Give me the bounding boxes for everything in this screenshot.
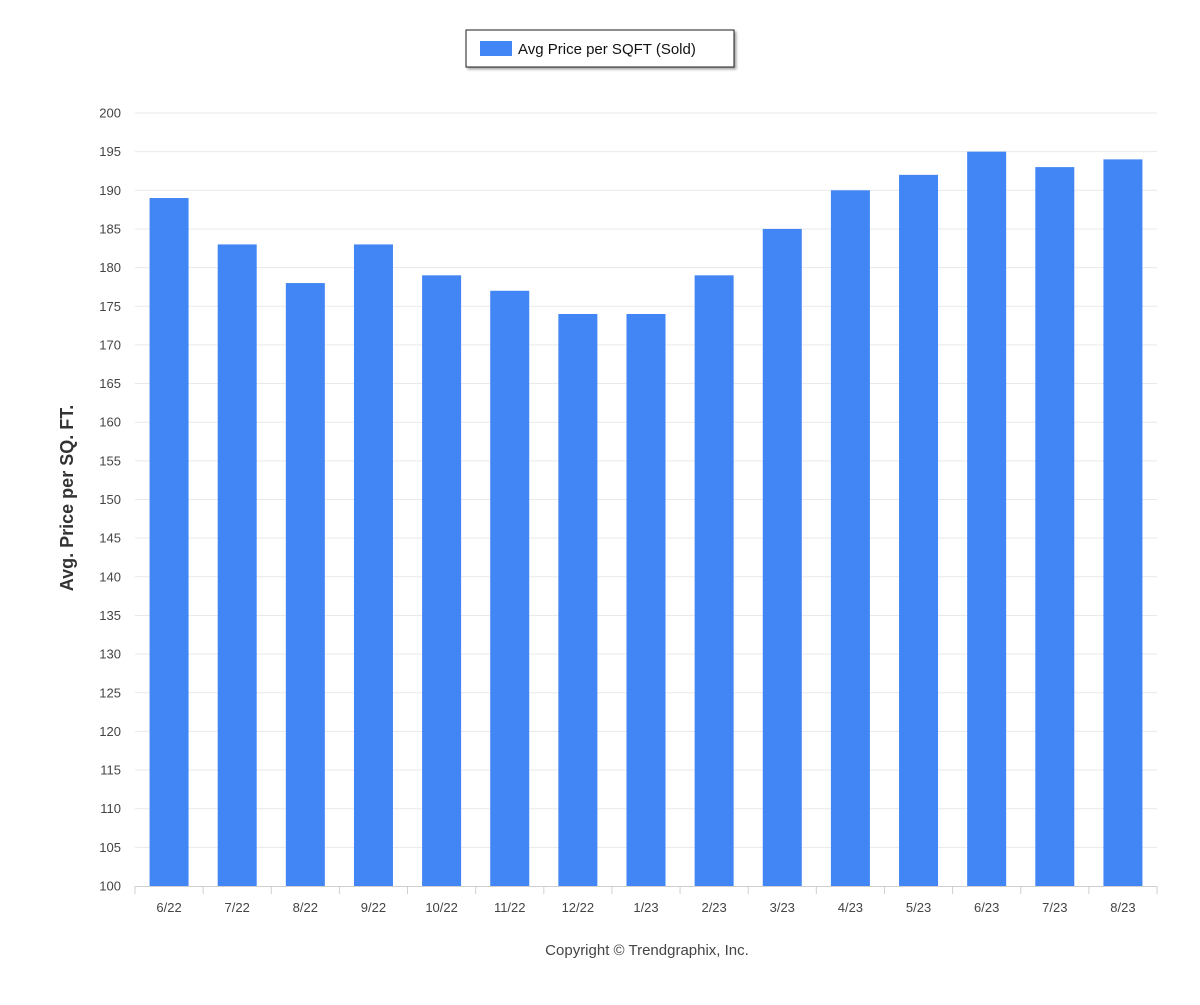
y-tick-label: 110	[100, 801, 121, 816]
legend-swatch	[480, 41, 512, 56]
legend-label: Avg Price per SQFT (Sold)	[518, 41, 696, 58]
x-tick-label: 6/22	[156, 900, 181, 915]
x-tick-label: 12/22	[562, 900, 595, 915]
bar[interactable]	[217, 244, 257, 886]
y-tick-label: 105	[99, 840, 121, 855]
legend: Avg Price per SQFT (Sold)	[465, 29, 735, 68]
y-tick-label: 100	[99, 879, 121, 894]
x-tick-label: 7/23	[1042, 900, 1067, 915]
bar[interactable]	[422, 275, 462, 887]
y-tick-label: 180	[99, 260, 121, 275]
bar[interactable]	[558, 313, 598, 887]
x-tick-label: 1/23	[633, 900, 658, 915]
y-tick-label: 195	[99, 144, 121, 159]
y-tick-label: 160	[99, 415, 121, 430]
bar[interactable]	[830, 190, 870, 887]
y-tick-label: 190	[99, 183, 121, 198]
x-tick-label: 4/23	[838, 900, 863, 915]
y-tick-label: 150	[99, 492, 121, 507]
y-tick-label: 175	[99, 299, 121, 314]
bar[interactable]	[899, 174, 939, 887]
bar[interactable]	[1035, 167, 1075, 887]
y-tick-label: 125	[99, 685, 121, 700]
y-tick-label: 120	[99, 724, 121, 739]
y-tick-label: 135	[99, 608, 121, 623]
x-tick-label: 11/22	[494, 900, 526, 915]
bar[interactable]	[490, 290, 530, 886]
y-axis-tick-labels: 100 105 110 115 120 125 130 135 140 145 150 155 160 1…	[99, 106, 121, 894]
bar[interactable]	[626, 313, 666, 887]
bar[interactable]	[694, 275, 734, 887]
x-tick-label: 7/22	[225, 900, 250, 915]
y-tick-label: 165	[99, 376, 121, 391]
y-tick-label: 115	[100, 763, 121, 778]
x-axis	[134, 886, 1158, 894]
bar[interactable]	[762, 228, 802, 886]
x-tick-label: 6/23	[974, 900, 999, 915]
x-tick-label: 3/23	[770, 900, 795, 915]
bar[interactable]	[353, 244, 393, 886]
y-tick-label: 130	[99, 647, 121, 662]
y-axis-label: Avg. Price per SQ. FT.	[57, 405, 77, 591]
x-tick-label: 10/22	[425, 900, 458, 915]
bars	[149, 151, 1143, 887]
bar[interactable]	[149, 198, 189, 886]
copyright-footer: Copyright © Trendgraphix, Inc.	[545, 942, 749, 959]
x-tick-label: 8/23	[1110, 900, 1135, 915]
x-tick-label: 9/22	[361, 900, 386, 915]
y-tick-label: 145	[99, 531, 121, 546]
y-tick-label: 200	[99, 106, 121, 121]
bar[interactable]	[1103, 159, 1143, 886]
y-tick-label: 155	[99, 453, 121, 468]
y-tick-label: 140	[99, 569, 121, 584]
bar[interactable]	[967, 151, 1007, 886]
x-tick-label: 8/22	[293, 900, 318, 915]
y-tick-label: 170	[99, 337, 121, 352]
x-axis-tick-labels: 6/22 7/22 8/22 9/22 10/22 11/22 12/22 1/23 2/23 3…	[156, 900, 1135, 915]
y-tick-label: 185	[99, 221, 121, 236]
x-tick-label: 2/23	[701, 900, 726, 915]
bar[interactable]	[285, 283, 325, 886]
x-tick-label: 5/23	[906, 900, 931, 915]
